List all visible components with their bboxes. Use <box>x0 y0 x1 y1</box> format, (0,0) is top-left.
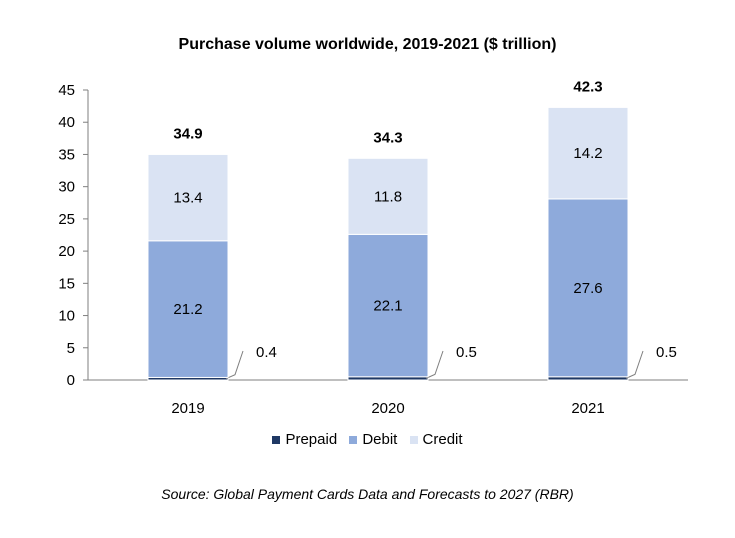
data-label-leader-2019 <box>225 350 244 380</box>
data-label-leader-2021 <box>625 350 644 379</box>
data-label-debit-2021: 27.6 <box>573 280 602 297</box>
y-tick-label: 15 <box>58 275 75 292</box>
y-tick-label: 10 <box>58 308 75 325</box>
source-note: Source: Global Payment Cards Data and Fo… <box>161 486 574 502</box>
x-tick-label-2020: 2020 <box>371 400 404 417</box>
y-tick-label: 20 <box>58 243 75 260</box>
legend-label-credit: Credit <box>422 431 463 448</box>
data-label-credit-2020: 11.8 <box>374 188 402 205</box>
x-tick-label-2019: 2019 <box>171 400 204 417</box>
legend-label-prepaid: Prepaid <box>285 431 338 448</box>
legend-swatch-prepaid <box>272 436 281 445</box>
bar-credit-2019 <box>147 153 229 242</box>
data-label-prepaid-2019: 0.4 <box>256 344 277 361</box>
chart-title: Purchase volume worldwide, 2019-2021 ($ … <box>178 36 557 53</box>
legend: Prepaid Debit Credit <box>0 431 735 448</box>
bar-debit-2020 <box>347 233 429 378</box>
x-tick-label-2021: 2021 <box>571 400 604 417</box>
data-label-credit-2021: 14.2 <box>573 145 602 162</box>
legend-item-debit: Debit <box>349 431 397 448</box>
bar-debit-2021 <box>547 198 629 378</box>
y-tick-label: 40 <box>58 114 75 131</box>
data-label-debit-2020: 22.1 <box>373 298 402 315</box>
bar-debit-2019 <box>147 240 229 378</box>
legend-swatch-debit <box>349 436 358 445</box>
data-label-prepaid-2020: 0.5 <box>456 344 477 361</box>
legend-item-credit: Credit <box>409 431 463 448</box>
bar-credit-2020 <box>347 157 429 235</box>
data-label-debit-2019: 21.2 <box>173 301 202 318</box>
y-tick-label: 35 <box>58 146 75 163</box>
y-tick-label: 25 <box>58 211 75 228</box>
y-tick-label: 30 <box>58 179 75 196</box>
legend-item-prepaid: Prepaid <box>272 431 337 448</box>
total-label-2021: 42.3 <box>573 78 602 95</box>
y-tick-label: 0 <box>67 372 75 389</box>
data-label-leader-2020 <box>425 350 444 379</box>
legend-swatch-credit <box>409 436 418 445</box>
y-tick-label: 45 <box>58 82 75 99</box>
bar-credit-2021 <box>547 106 629 200</box>
chart-plot: 0 5 10 15 20 25 30 35 40 45 0.4 21.2 13.4 34.9 2019 0.5… <box>58 78 688 417</box>
legend-label-debit: Debit <box>362 431 398 448</box>
total-label-2019: 34.9 <box>173 125 202 142</box>
y-tick-label: 5 <box>67 340 75 357</box>
data-label-prepaid-2021: 0.5 <box>656 344 677 361</box>
total-label-2020: 34.3 <box>373 129 402 146</box>
data-label-credit-2019: 13.4 <box>173 190 202 207</box>
